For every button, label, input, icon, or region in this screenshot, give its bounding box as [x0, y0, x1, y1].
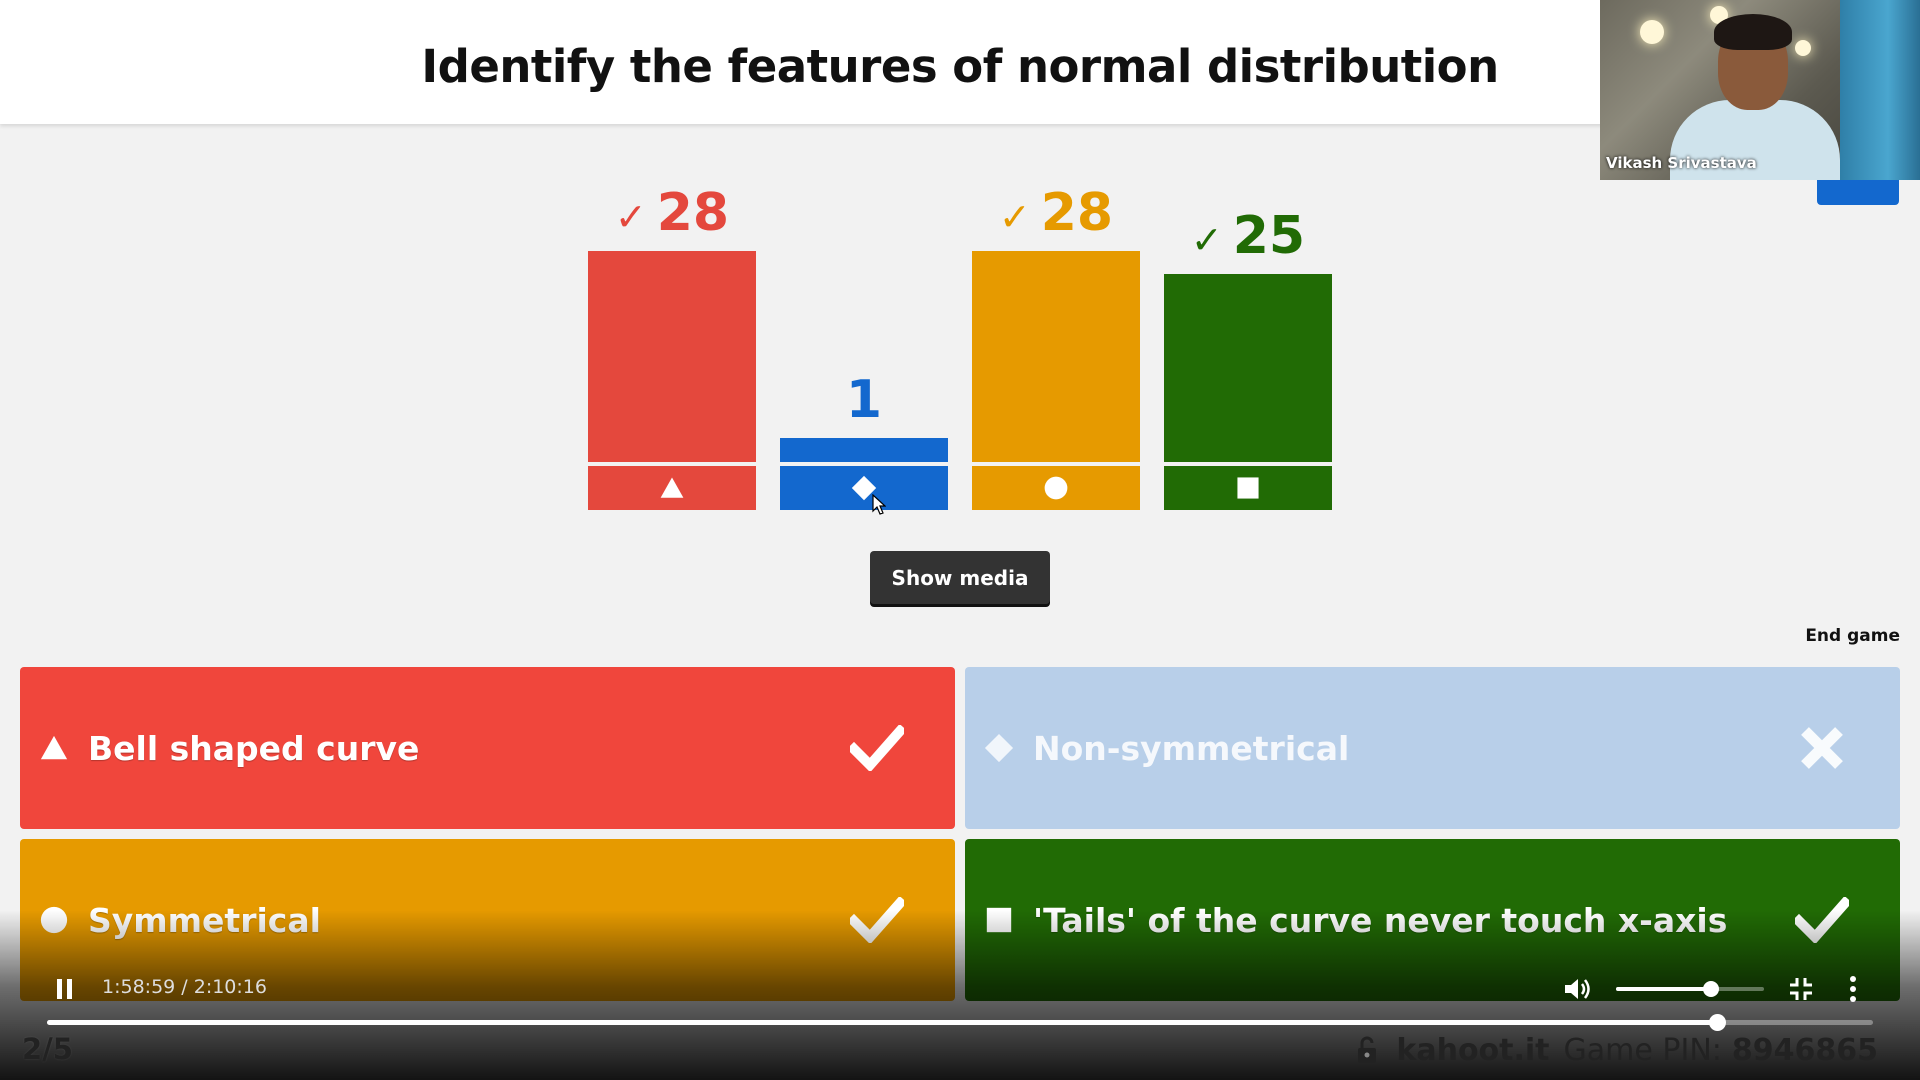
exit-fullscreen-icon[interactable] — [1788, 976, 1814, 1002]
video-progress-handle[interactable] — [1708, 1014, 1726, 1031]
person-shirt — [1670, 100, 1840, 180]
result-count-value: 25 — [1232, 205, 1306, 266]
triangle-icon — [38, 732, 70, 764]
pause-icon[interactable] — [54, 977, 76, 1001]
webcam-video: Vikash Srivastava — [1600, 0, 1920, 180]
result-count-value: 28 — [656, 183, 730, 243]
triangle-icon — [660, 477, 684, 498]
video-progress-bar[interactable] — [47, 1014, 1873, 1031]
lamp-light — [1795, 40, 1811, 56]
end-game-button[interactable]: End game — [1805, 626, 1900, 646]
show-media-button[interactable]: Show media — [870, 551, 1050, 604]
answer-text: Bell shaped curve — [88, 728, 420, 768]
question-title: Identify the features of normal distribu… — [421, 40, 1499, 93]
volume-icon[interactable] — [1562, 974, 1592, 1004]
result-bar-base-square — [1164, 466, 1332, 510]
result-bar-base-circle — [972, 466, 1140, 510]
lock-icon — [1358, 1036, 1377, 1063]
background-cabinet — [1840, 0, 1920, 180]
result-bar-base-diamond — [780, 466, 948, 510]
result-count-label: ✓ 28 — [572, 183, 772, 243]
diamond-icon — [851, 475, 877, 501]
diamond-icon — [983, 732, 1015, 764]
result-bar-triangle — [588, 251, 756, 462]
video-time: 1:58:59 / 2:10:16 — [102, 976, 267, 998]
lamp-light — [1640, 20, 1664, 44]
result-count-value: 1 — [845, 370, 883, 430]
partially-hidden-tab — [1817, 180, 1899, 205]
person-hair — [1714, 14, 1792, 50]
result-count-label: ✓ 28 — [956, 183, 1156, 243]
result-bar-diamond — [780, 438, 948, 462]
check-icon: ✓ — [614, 195, 647, 239]
brand-name: kahoot.it — [1396, 1032, 1550, 1068]
webcam-name-label: Vikash Srivastava — [1606, 154, 1757, 172]
answer-option-triangle[interactable]: Bell shaped curve — [20, 667, 955, 829]
incorrect-cross-icon — [1792, 718, 1852, 778]
result-bar-base-triangle — [588, 466, 756, 510]
result-count-label: 1 — [764, 370, 964, 430]
volume-slider[interactable] — [1616, 981, 1764, 997]
answer-text: Non-symmetrical — [1033, 728, 1350, 768]
check-icon: ✓ — [1190, 217, 1223, 262]
result-bar-circle — [972, 251, 1140, 462]
result-bar-square — [1164, 273, 1332, 462]
answer-option-diamond[interactable]: Non-symmetrical — [965, 667, 1900, 829]
correct-check-icon — [847, 718, 907, 778]
game-pin-value: 8946865 — [1731, 1032, 1878, 1068]
mouse-cursor-icon — [872, 493, 887, 516]
game-pin-label: Game PIN: — [1563, 1032, 1722, 1068]
results-chart: ✓ 28 1 ✓ 28 ✓ 25 — [0, 0, 1920, 520]
circle-icon — [1044, 476, 1068, 500]
square-icon — [1237, 477, 1259, 499]
more-vert-icon[interactable] — [1848, 975, 1858, 1003]
volume-handle[interactable] — [1702, 981, 1719, 997]
video-progress-fill — [47, 1020, 1717, 1025]
video-controls-gradient — [0, 910, 1920, 1080]
result-count-value: 28 — [1040, 183, 1114, 243]
result-count-label: ✓ 25 — [1148, 206, 1348, 266]
question-counter: 2/5 — [22, 1032, 73, 1066]
game-pin-bar: kahoot.it Game PIN: 8946865 — [1356, 1030, 1878, 1070]
volume-level — [1616, 987, 1711, 991]
check-icon: ✓ — [998, 195, 1031, 239]
